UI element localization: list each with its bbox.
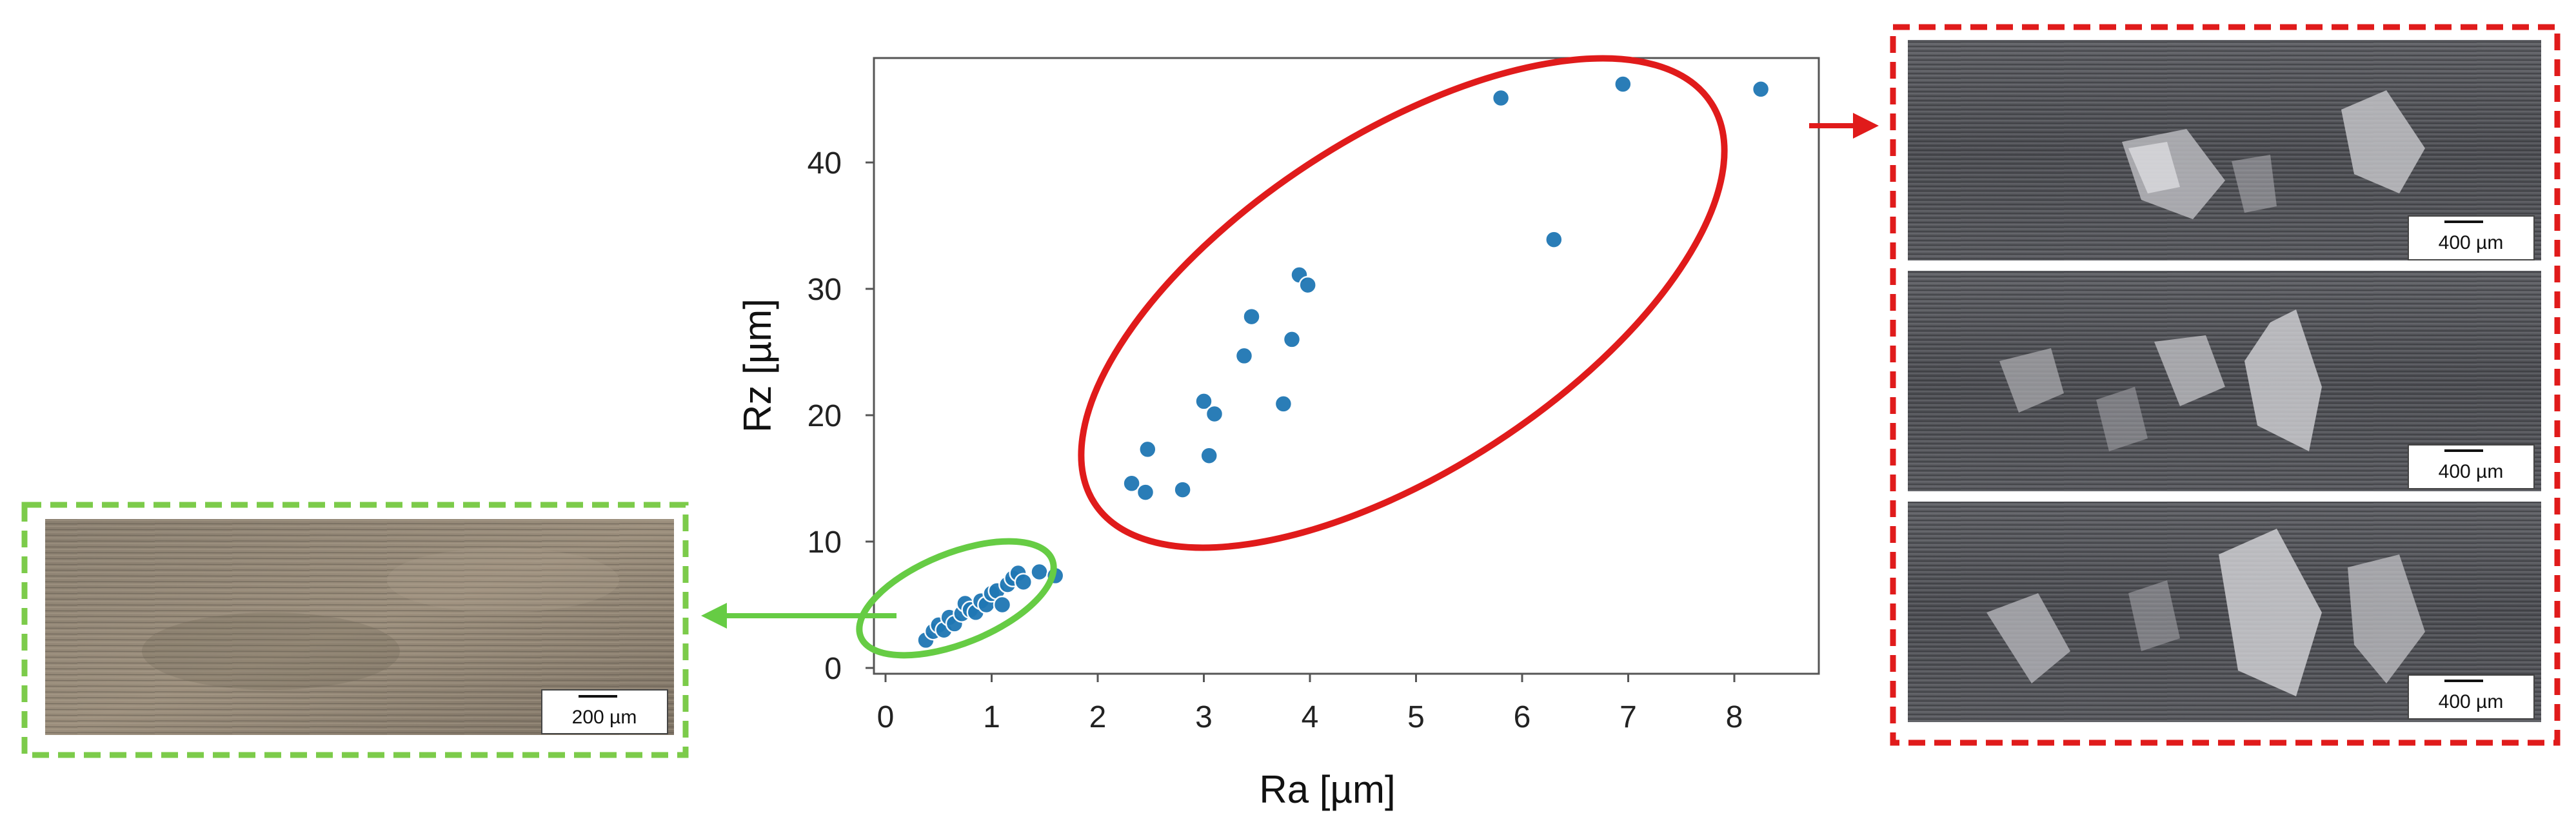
data-point — [1751, 80, 1770, 99]
right-micrograph-2: 400 µm — [1908, 271, 2541, 491]
data-point — [1200, 446, 1218, 465]
left-scalebar-label: 200 µm — [572, 707, 637, 728]
x-tick-label: 0 — [877, 700, 895, 734]
y-tick-label: 10 — [807, 525, 842, 560]
data-point — [1491, 88, 1511, 108]
left-inset: 200 µm — [21, 502, 689, 758]
x-tick-label: 1 — [983, 700, 1000, 734]
data-point — [1138, 440, 1157, 459]
right-micrograph-3: 400 µm — [1908, 502, 2541, 722]
x-tick-label: 4 — [1302, 700, 1319, 734]
x-tick-label: 6 — [1514, 700, 1531, 734]
data-point — [1205, 404, 1224, 424]
x-axis: 0 1 2 3 4 5 6 7 8 — [877, 674, 1743, 734]
data-point — [1614, 75, 1632, 93]
x-axis-title: Ra [µm] — [1259, 768, 1395, 811]
data-point — [1234, 346, 1254, 366]
data-point — [993, 595, 1012, 614]
data-point — [1194, 392, 1213, 411]
right-scalebar-label-2: 400 µm — [2439, 461, 2504, 482]
right-micrograph-1: 400 µm — [1908, 40, 2541, 260]
data-point — [1545, 230, 1563, 249]
y-tick-label: 30 — [807, 273, 842, 307]
low-cluster-ellipse — [856, 538, 1057, 659]
x-tick-label: 5 — [1407, 700, 1425, 734]
right-inset: 400 µm 400 µm 400 µm — [1890, 24, 2561, 746]
y-tick-label: 0 — [824, 652, 842, 686]
data-point — [1136, 483, 1155, 502]
left-scalebar: 200 µm — [541, 689, 668, 734]
right-inset-frame — [1890, 24, 2561, 746]
x-tick-label: 8 — [1726, 700, 1743, 734]
x-tick-label: 2 — [1089, 700, 1107, 734]
data-point — [1122, 474, 1141, 493]
data-point — [1030, 562, 1049, 582]
x-tick-label: 7 — [1620, 700, 1637, 734]
y-axis-title: Rz [µm] — [736, 299, 779, 433]
data-point — [1298, 275, 1317, 295]
right-scalebar-label-3: 400 µm — [2439, 691, 2504, 712]
y-tick-label: 20 — [807, 399, 842, 433]
data-point — [1242, 307, 1261, 326]
right-scalebar-label-1: 400 µm — [2439, 232, 2504, 253]
scatter-plot: 0 1 2 3 4 5 6 7 8 0 10 20 30 40 Ra [µm] Rz [µm] — [736, 55, 1820, 811]
y-axis: 0 10 20 30 40 — [807, 146, 874, 686]
data-point — [1282, 330, 1302, 349]
data-point — [1173, 480, 1192, 499]
x-tick-label: 3 — [1195, 700, 1213, 734]
data-point — [1274, 395, 1293, 413]
y-tick-label: 40 — [807, 146, 842, 181]
high-cluster-ellipse — [1078, 55, 1728, 551]
data-point — [1014, 573, 1033, 591]
left-inset-frame — [21, 502, 689, 758]
data-points — [916, 75, 1770, 650]
